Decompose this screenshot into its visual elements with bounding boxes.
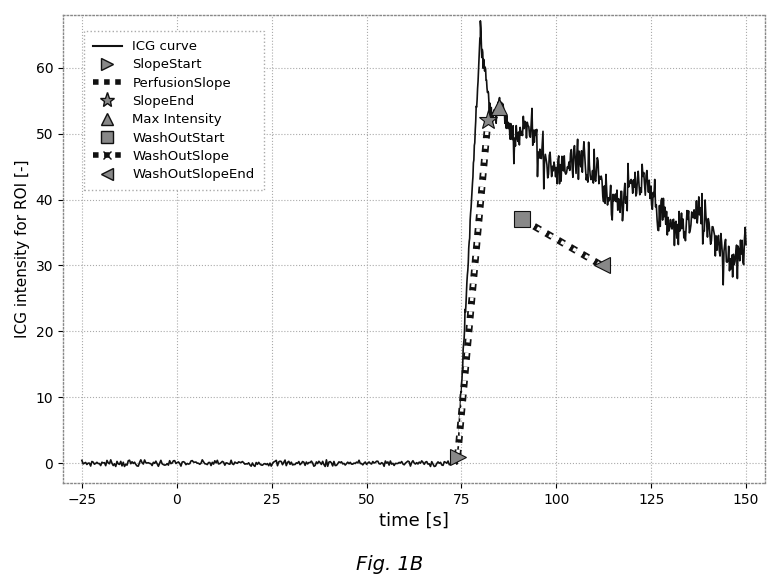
Legend: ICG curve, SlopeStart, PerfusionSlope, SlopeEnd, Max Intensity, WashOutStart, Wa: ICG curve, SlopeStart, PerfusionSlope, S… — [83, 31, 264, 190]
X-axis label: time [s]: time [s] — [379, 512, 448, 530]
Y-axis label: ICG intensity for ROI [-]: ICG intensity for ROI [-] — [15, 160, 30, 338]
Text: Fig. 1B: Fig. 1B — [356, 555, 424, 574]
